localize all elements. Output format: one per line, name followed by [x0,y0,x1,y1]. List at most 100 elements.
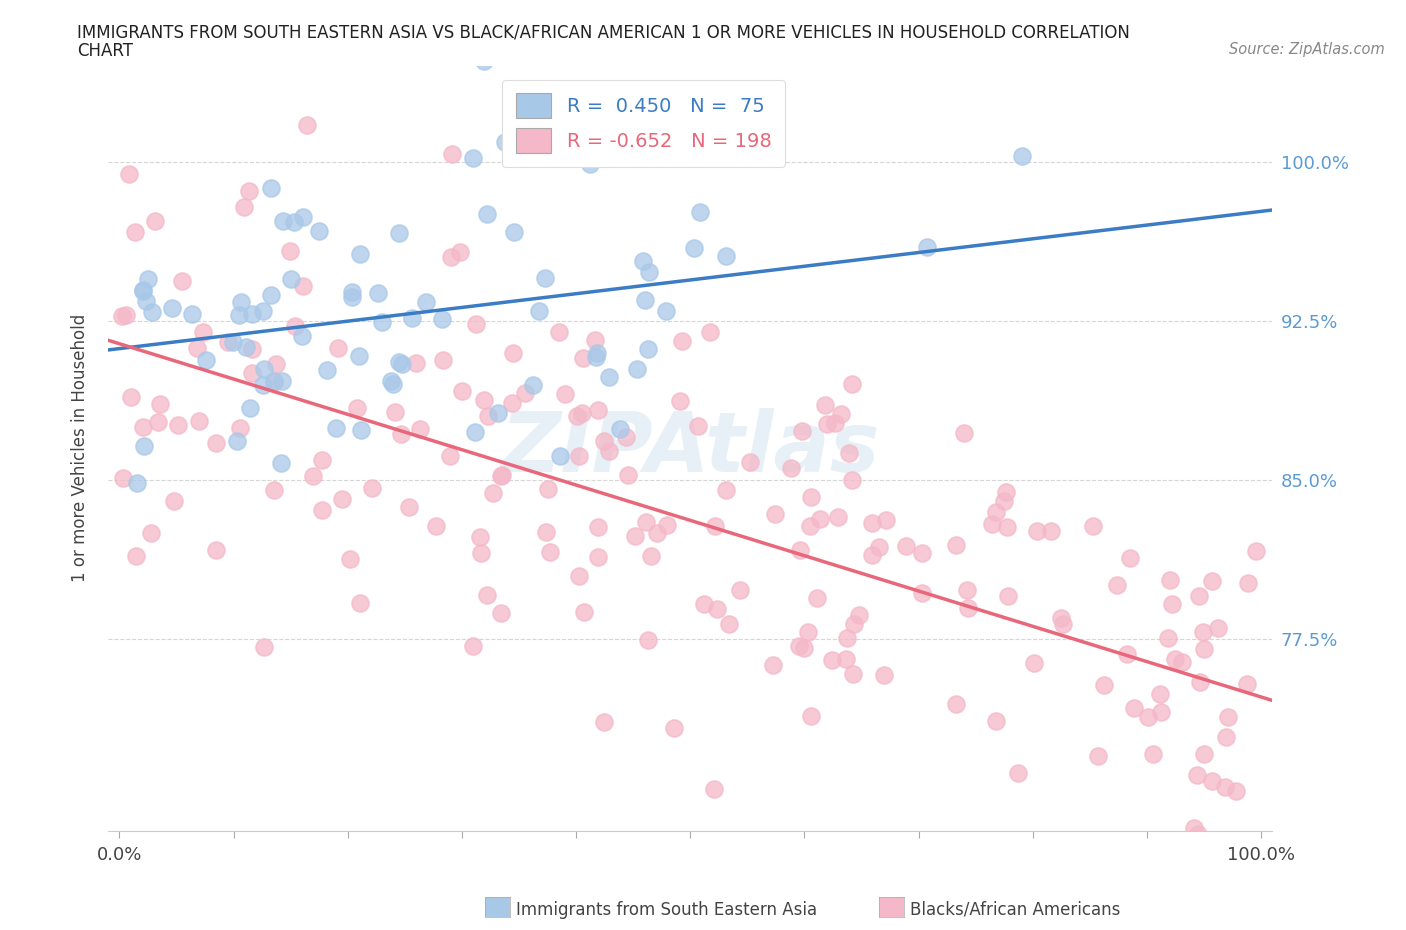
Point [1040,524,1063,538]
Point [240,342,263,357]
Point [841,472,863,487]
Point [388,354,411,369]
Point [686,418,709,433]
Point [463,639,485,654]
Point [1184,821,1206,836]
Point [494,135,516,150]
Text: IMMIGRANTS FROM SOUTH EASTERN ASIA VS BLACK/AFRICAN AMERICAN 1 OR MORE VEHICLES : IMMIGRANTS FROM SOUTH EASTERN ASIA VS BL… [77,23,1130,41]
Point [252,303,274,318]
Point [472,392,495,407]
Point [283,215,305,230]
Text: CHART: CHART [77,42,134,60]
Point [945,697,967,711]
Point [995,519,1018,534]
Point [592,714,614,729]
Point [1236,676,1258,691]
Point [295,118,318,133]
Point [953,426,976,441]
Point [325,420,347,435]
Point [716,249,738,264]
Point [1105,578,1128,592]
Point [148,397,170,412]
Point [842,666,865,681]
Point [1011,149,1033,164]
Point [482,485,505,500]
Point [477,409,499,424]
Point [538,545,561,560]
Point [636,514,658,529]
Point [1187,768,1209,783]
Point [586,345,609,360]
Point [714,483,737,498]
Point [398,499,420,514]
Point [1188,589,1211,604]
Point [585,350,607,365]
Point [634,292,657,307]
Y-axis label: 1 or more Vehicles in Household: 1 or more Vehicles in Household [72,314,89,582]
Point [204,435,226,450]
Point [415,295,437,310]
Point [280,272,302,286]
Point [1213,779,1236,794]
Point [1136,710,1159,724]
Point [409,421,432,436]
Point [1187,827,1209,842]
Point [1119,551,1142,565]
Point [229,420,252,435]
Point [135,293,157,308]
Point [264,356,287,371]
Point [449,245,471,259]
Point [311,502,333,517]
Point [260,287,283,302]
Point [830,406,852,421]
Point [1194,642,1216,657]
Point [1201,574,1223,589]
Point [278,244,301,259]
Point [162,300,184,315]
Point [583,333,606,348]
Point [195,352,218,367]
Point [263,373,285,388]
Point [986,713,1008,728]
Point [633,253,655,268]
Point [787,638,810,653]
Point [503,224,526,239]
Point [217,335,239,350]
Point [440,249,463,264]
Point [800,489,823,504]
Point [291,328,314,343]
Point [699,325,721,339]
Point [347,349,370,364]
Point [623,529,645,544]
Point [132,439,155,454]
Point [260,180,283,195]
Point [350,423,373,438]
Point [911,585,934,600]
Legend: R =  0.450   N =  75, R = -0.652   N = 198: R = 0.450 N = 75, R = -0.652 N = 198 [502,80,785,166]
Point [401,311,423,325]
Point [388,225,411,240]
Point [762,658,785,672]
Point [349,595,371,610]
Point [910,546,932,561]
Point [703,518,725,533]
Point [425,518,447,533]
Point [692,596,714,611]
Point [1122,700,1144,715]
Point [593,433,616,448]
Point [647,525,669,540]
Text: Immigrants from South Eastern Asia: Immigrants from South Eastern Asia [516,900,817,919]
Point [1081,519,1104,534]
Point [132,284,155,299]
Point [441,147,464,162]
Point [717,616,740,631]
Point [827,510,849,525]
Point [572,604,595,619]
Point [384,405,406,419]
Point [491,467,513,482]
Point [738,454,761,469]
Point [1208,620,1230,635]
Point [568,448,591,463]
Point [451,383,474,398]
Point [637,264,659,279]
